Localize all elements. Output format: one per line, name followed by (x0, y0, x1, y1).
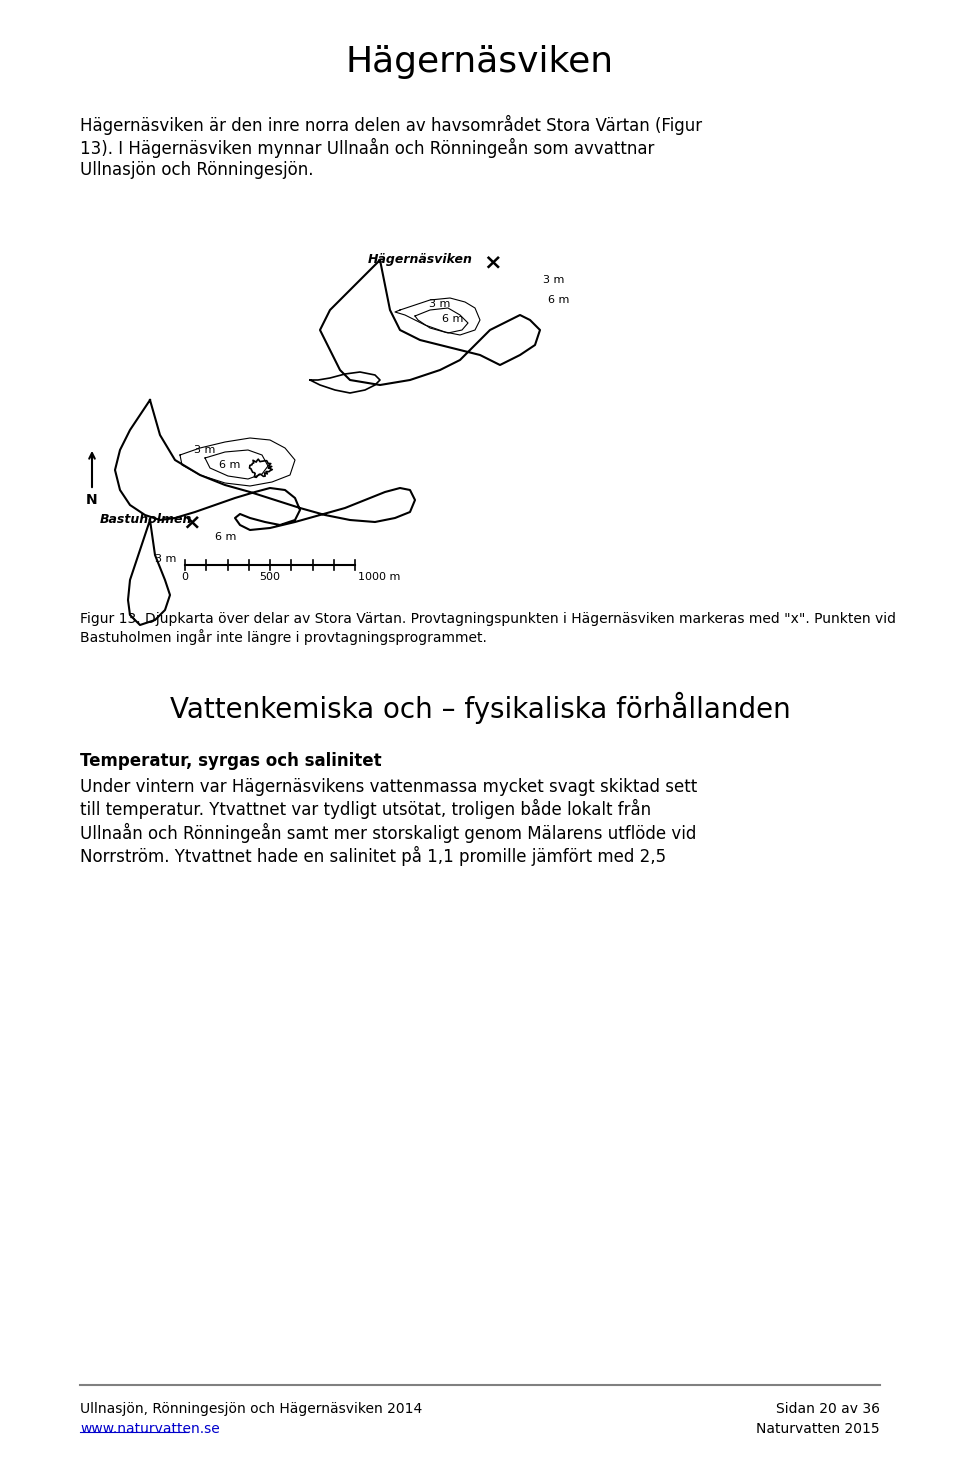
Text: 3 m: 3 m (543, 275, 564, 285)
Text: N: N (86, 493, 98, 508)
Text: Hägernäsviken: Hägernäsviken (368, 253, 472, 266)
Text: ×: × (484, 252, 502, 272)
Text: 6 m: 6 m (548, 296, 569, 304)
Text: 3 m: 3 m (429, 298, 450, 309)
Text: Bastuholmen: Bastuholmen (100, 514, 192, 527)
Text: Naturvatten 2015: Naturvatten 2015 (756, 1422, 880, 1437)
Text: 500: 500 (259, 572, 280, 582)
Text: Ullnasjön, Rönningesjön och Hägernäsviken 2014: Ullnasjön, Rönningesjön och Hägernäsvike… (80, 1402, 422, 1416)
Text: 6 m: 6 m (443, 315, 464, 323)
Text: 6 m: 6 m (215, 533, 236, 541)
Text: 1000 m: 1000 m (358, 572, 400, 582)
Text: 0: 0 (181, 572, 188, 582)
Text: Hägernäsviken: Hägernäsviken (346, 45, 614, 79)
Text: Vattenkemiska och – fysikaliska förhållanden: Vattenkemiska och – fysikaliska förhålla… (170, 692, 790, 724)
Text: 3 m: 3 m (194, 445, 216, 455)
Text: Figur 13. Djupkarta över delar av Stora Värtan. Provtagningspunkten i Hägernäsvi: Figur 13. Djupkarta över delar av Stora … (80, 612, 896, 645)
Text: Under vintern var Hägernäsvikens vattenmassa mycket svagt skiktad sett
till temp: Under vintern var Hägernäsvikens vattenm… (80, 778, 697, 866)
Text: Sidan 20 av 36: Sidan 20 av 36 (776, 1402, 880, 1416)
Text: 6 m: 6 m (219, 459, 241, 470)
Text: ×: × (182, 512, 202, 533)
Text: Temperatur, syrgas och salinitet: Temperatur, syrgas och salinitet (80, 752, 382, 770)
Text: 3 m: 3 m (155, 554, 177, 565)
Text: www.naturvatten.se: www.naturvatten.se (80, 1422, 220, 1437)
Text: Hägernäsviken är den inre norra delen av havsområdet Stora Värtan (Figur
13). I : Hägernäsviken är den inre norra delen av… (80, 116, 702, 178)
